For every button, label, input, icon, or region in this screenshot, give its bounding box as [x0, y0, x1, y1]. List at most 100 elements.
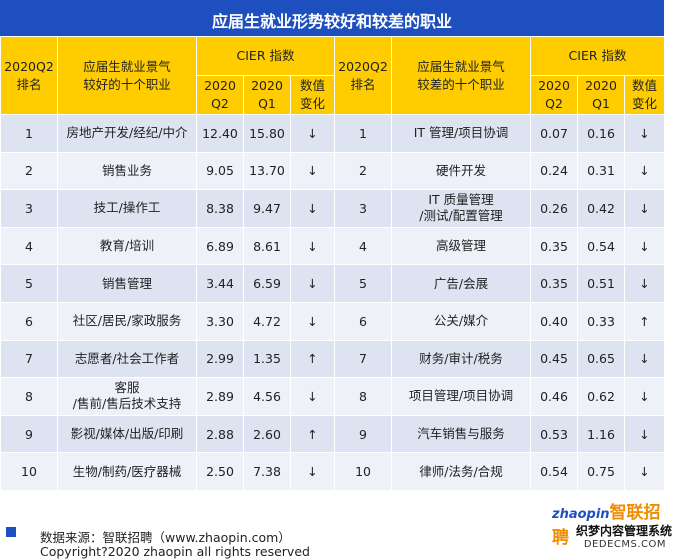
bad-q2-value: 0.26 — [530, 189, 579, 228]
good-change-arrow: ↓ — [289, 301, 336, 341]
table-row: 7 志愿者/社会工作者 2.99 1.35 ↑ 7 财务/审计/税务 0.45 0.65 ↓ — [0, 339, 666, 379]
good-q2-value: 9.05 — [196, 151, 244, 191]
bad-q2-value: 0.40 — [530, 301, 579, 341]
good-q1-value: 13.70 — [243, 151, 291, 191]
header-rank-left: 2020Q2 排名 — [0, 36, 58, 115]
good-q2-value: 8.38 — [196, 189, 244, 228]
bad-q2-value: 0.35 — [530, 264, 579, 303]
bad-q2-value: 0.53 — [530, 414, 579, 454]
bad-q1-value: 0.31 — [577, 151, 626, 191]
bad-q2-value: 0.45 — [530, 339, 579, 379]
good-q1-value: 9.47 — [243, 189, 291, 228]
good-job-cell: 志愿者/社会工作者 — [57, 339, 197, 379]
rank-cell: 2 — [0, 151, 58, 191]
bad-change-arrow: ↓ — [624, 414, 666, 454]
bad-q1-value: 0.51 — [577, 264, 626, 303]
rank-cell-right: 3 — [334, 189, 393, 228]
table-row: 2 销售业务 9.05 13.70 ↓ 2 硬件开发 0.24 0.31 ↓ — [0, 151, 666, 191]
good-change-arrow: ↑ — [289, 414, 336, 454]
bad-job-cell: 公关/媒介 — [391, 301, 532, 341]
good-q2-value: 3.30 — [196, 301, 244, 341]
watermark-line3: DEDECMS.COM — [583, 539, 666, 550]
good-q1-value: 4.56 — [243, 377, 291, 416]
rank-cell: 1 — [0, 114, 58, 153]
bad-job-cell: IT 管理/项目协调 — [391, 114, 532, 153]
good-q2-value: 2.99 — [196, 339, 244, 379]
header-good-jobs: 应届生就业景气 较好的十个职业 — [57, 36, 197, 115]
good-change-arrow: ↓ — [289, 377, 336, 416]
bad-q2-value: 0.24 — [530, 151, 579, 191]
bad-job-cell: 汽车销售与服务 — [391, 414, 532, 454]
good-q2-value: 6.89 — [196, 226, 244, 266]
good-job-cell: 房地产开发/经纪/中介 — [57, 114, 197, 153]
header-bad-jobs: 应届生就业景气 较差的十个职业 — [391, 36, 532, 115]
rank-cell-right: 2 — [334, 151, 393, 191]
jobs-table: 2020Q2 排名 应届生就业景气 较好的十个职业 CIER 指数 2020Q2… — [0, 36, 666, 491]
bad-q1-value: 0.54 — [577, 226, 626, 266]
bad-q2-value: 0.07 — [530, 114, 579, 153]
bad-q2-value: 0.46 — [530, 377, 579, 416]
good-q1-value: 1.35 — [243, 339, 291, 379]
good-q2-value: 2.50 — [196, 452, 244, 491]
rank-cell-right: 1 — [334, 114, 393, 153]
bad-job-cell: IT 质量管理 /测试/配置管理 — [391, 189, 532, 228]
good-change-arrow: ↓ — [289, 226, 336, 266]
table-row: 8 客服 /售前/售后技术支持 2.89 4.56 ↓ 8 项目管理/项目协调 0.46 0.6… — [0, 377, 666, 416]
header-rank-right: 2020Q2 排名 — [334, 36, 393, 115]
header-q1-right: 2020 Q1 — [577, 75, 626, 115]
rank-cell-right: 4 — [334, 226, 393, 266]
rank-cell-right: 5 — [334, 264, 393, 303]
table-row: 10 生物/制药/医疗器械 2.50 7.38 ↓ 10 律师/法务/合规 0.54 0.75 ↓ — [0, 452, 666, 491]
rank-cell: 8 — [0, 377, 58, 416]
good-job-cell: 教育/培训 — [57, 226, 197, 266]
bad-change-arrow: ↓ — [624, 339, 666, 379]
good-job-cell: 生物/制药/医疗器械 — [57, 452, 197, 491]
good-change-arrow: ↑ — [289, 339, 336, 379]
good-change-arrow: ↓ — [289, 189, 336, 228]
header-change-left: 数值 变化 — [289, 75, 336, 115]
rank-cell-right: 9 — [334, 414, 393, 454]
watermark-logo: zhaopin智联招聘 织梦内容管理系统 DEDECMS.COM — [552, 498, 674, 556]
good-job-cell: 销售业务 — [57, 151, 197, 191]
header-q1-left: 2020 Q1 — [243, 75, 291, 115]
rank-cell-right: 7 — [334, 339, 393, 379]
bad-job-cell: 广告/会展 — [391, 264, 532, 303]
bad-q1-value: 0.62 — [577, 377, 626, 416]
bad-q1-value: 0.16 — [577, 114, 626, 153]
table-row: 4 教育/培训 6.89 8.61 ↓ 4 高级管理 0.35 0.54 ↓ — [0, 226, 666, 266]
rank-cell: 6 — [0, 301, 58, 341]
bad-change-arrow: ↓ — [624, 114, 666, 153]
bad-job-cell: 律师/法务/合规 — [391, 452, 532, 491]
bad-q1-value: 0.75 — [577, 452, 626, 491]
good-q1-value: 7.38 — [243, 452, 291, 491]
bad-job-cell: 财务/审计/税务 — [391, 339, 532, 379]
header-q2-left: 2020 Q2 — [196, 75, 244, 115]
rank-cell: 7 — [0, 339, 58, 379]
good-q2-value: 3.44 — [196, 264, 244, 303]
bad-q1-value: 0.65 — [577, 339, 626, 379]
rank-cell: 4 — [0, 226, 58, 266]
good-change-arrow: ↓ — [289, 114, 336, 153]
bad-job-cell: 高级管理 — [391, 226, 532, 266]
good-q1-value: 15.80 — [243, 114, 291, 153]
rank-cell: 9 — [0, 414, 58, 454]
bad-change-arrow: ↓ — [624, 377, 666, 416]
footer-bullet — [6, 527, 16, 537]
rank-cell: 5 — [0, 264, 58, 303]
table-row: 9 影视/媒体/出版/印刷 2.88 2.60 ↑ 9 汽车销售与服务 0.53 1.16 ↓ — [0, 414, 666, 454]
rank-cell-right: 8 — [334, 377, 393, 416]
table-row: 6 社区/居民/家政服务 3.30 4.72 ↓ 6 公关/媒介 0.40 0.33 ↑ — [0, 301, 666, 341]
good-job-cell: 社区/居民/家政服务 — [57, 301, 197, 341]
table-row: 1 房地产开发/经纪/中介 12.40 15.80 ↓ 1 IT 管理/项目协调 0.07 0.… — [0, 114, 666, 153]
table-row: 5 销售管理 3.44 6.59 ↓ 5 广告/会展 0.35 0.51 ↓ — [0, 264, 666, 303]
bad-change-arrow: ↓ — [624, 226, 666, 266]
good-change-arrow: ↓ — [289, 264, 336, 303]
bad-change-arrow: ↓ — [624, 151, 666, 191]
rank-cell-right: 6 — [334, 301, 393, 341]
good-q2-value: 12.40 — [196, 114, 244, 153]
rank-cell: 3 — [0, 189, 58, 228]
table-title: 应届生就业形势较好和较差的职业 — [0, 0, 664, 36]
source-note: 数据来源：智联招聘（www.zhaopin.com） — [40, 530, 291, 545]
header-q2-right: 2020 Q2 — [530, 75, 579, 115]
bad-q1-value: 1.16 — [577, 414, 626, 454]
